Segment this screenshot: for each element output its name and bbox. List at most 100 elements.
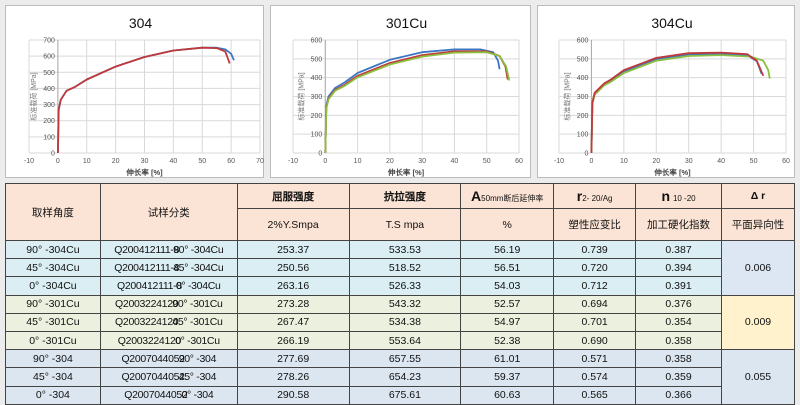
cell-angle: 45° -304: [5, 367, 101, 387]
cell-n: 0.366: [635, 385, 722, 405]
table-row: 90° -301Cu Q200322412090° -301Cu 273.28 …: [5, 294, 795, 351]
x-tick-label: 30: [141, 158, 149, 165]
cell-r: 0.690: [553, 330, 637, 351]
cell-tensile: 657.55: [348, 349, 462, 369]
cell-n: 0.394: [635, 258, 722, 278]
cell-dr: 0.006: [721, 240, 795, 296]
sample-angle: 0° -301Cu: [175, 334, 220, 347]
cell-sample: Q200704405290° -304: [99, 349, 238, 369]
cell-n: 0.391: [635, 276, 722, 296]
sample-angle: 0° -304: [181, 389, 214, 402]
y-tick-label: 200: [577, 113, 589, 120]
table-row: 45° -304Cu Q200412111-845° -304Cu 250.56…: [5, 258, 795, 278]
x-tick-label: 40: [717, 158, 725, 165]
chart-svg: 301Cu-10 0 10 20 30 40 50 600100200300400500600…: [288, 15, 523, 177]
sample-id: Q2007044052: [124, 389, 188, 402]
cell-n: 0.376: [635, 294, 722, 314]
table-row: 45° -301Cu Q200322412045° -301Cu 267.47 …: [5, 312, 795, 332]
x-tick-label: 10: [620, 158, 628, 165]
y-axis-label: 标准载荷 [MPa]: [29, 72, 38, 120]
cell-sample: Q200412111-80° -304Cu: [99, 276, 238, 296]
sample-id: Q200412111-8: [116, 279, 182, 292]
table-row: 45° -304 Q200704405245° -304 278.26 654.…: [5, 367, 795, 387]
x-tick-label: 50: [750, 158, 758, 165]
y-tick-label: 300: [577, 94, 589, 101]
table-row: 0° -304Cu Q200412111-80° -304Cu 263.16 5…: [5, 276, 795, 296]
cell-r: 0.739: [553, 239, 637, 260]
sample-id: Q2003224120: [117, 334, 182, 347]
y-tick-label: 600: [577, 38, 589, 45]
el-symbol: A: [471, 188, 482, 204]
cell-dr: 0.009: [721, 294, 795, 351]
y-tick-label: 600: [311, 38, 323, 45]
cell-sample: Q200322412045° -301Cu: [99, 312, 238, 332]
cell-r: 0.720: [553, 258, 637, 278]
header-dr-name: 平面异向性: [721, 208, 795, 241]
chart-304cu-panel: 304Cu -10 0 10 20 30 40 50 60 0 100 200 300 400 500 600…: [537, 5, 795, 178]
y-tick-label: 100: [577, 132, 589, 139]
cell-yield: 278.26: [236, 367, 350, 387]
n-symbol: n: [661, 188, 671, 204]
header-n-name: 加工硬化指数: [635, 208, 722, 241]
x-tick-label: 10: [83, 158, 91, 165]
y-tick-label: 200: [311, 113, 323, 120]
cell-r: 0.712: [553, 276, 637, 296]
header-r: r2- 20/Ag: [553, 183, 637, 209]
y-axis-label: 标准载荷 [MPa]: [296, 72, 305, 120]
x-tick-label: 50: [198, 158, 206, 165]
x-tick-label: 0: [56, 158, 60, 165]
cell-yield: 266.19: [236, 330, 350, 351]
header-yield-unit: 2%Y.Smpa: [236, 208, 350, 241]
x-tick-label: 20: [652, 158, 660, 165]
chart-304-panel: 304 -10 0 10 20 30 40 50 60 70 0 100 200 300 400 500 600…: [5, 5, 264, 178]
y-tick-label: 100: [43, 134, 55, 141]
cell-sample: Q200322412090° -301Cu: [99, 294, 238, 314]
sample-angle: 45° -304Cu: [173, 261, 224, 274]
y-tick-label: 0: [585, 151, 589, 158]
chart-svg: 304-10 0 10 20 30 40 50 60 700100200300400500600…: [24, 15, 264, 177]
header-dr: Δ r: [721, 183, 795, 209]
cell-yield: 277.69: [236, 349, 350, 369]
cell-n: 0.387: [635, 239, 722, 260]
sample-angle: 90° -301Cu: [172, 298, 223, 311]
cell-angle: 90° -304Cu: [5, 239, 101, 260]
chart-title: 301Cu: [386, 15, 427, 31]
cell-angle: 45° -304Cu: [5, 258, 101, 278]
header-tensile-unit: T.S mpa: [348, 208, 462, 241]
header-r-name: 塑性应变比: [553, 208, 637, 241]
series-line: [324, 50, 509, 154]
chart-title: 304Cu: [651, 15, 692, 31]
series-line: [590, 54, 771, 154]
table-row: 0° -304 Q20070440520° -304 290.58 675.61…: [5, 385, 795, 405]
x-tick-label: 10: [354, 158, 362, 165]
cell-r: 0.701: [553, 312, 637, 332]
y-tick-label: 100: [311, 132, 323, 139]
table-row: 90° -304Cu Q200412111-890° -304Cu 253.37…: [5, 239, 795, 296]
x-tick-label: 40: [169, 158, 177, 165]
cell-yield: 273.28: [236, 294, 350, 314]
cell-n: 0.358: [635, 349, 722, 369]
cell-tensile: 533.53: [348, 239, 462, 260]
x-axis-label: 伸长率 [%]: [653, 167, 691, 177]
series-line: [324, 48, 501, 154]
table-row: 90° -304 Q200704405290° -304 277.69 657.…: [5, 349, 795, 405]
cell-elongation: 52.38: [460, 330, 555, 351]
x-tick-label: 20: [386, 158, 394, 165]
header-n: n 10 -20: [635, 183, 722, 209]
y-tick-label: 400: [43, 86, 55, 93]
r-subscript: 2- 20/Ag: [582, 194, 613, 203]
cell-n: 0.359: [635, 367, 722, 387]
cell-angle: 90° -301Cu: [5, 294, 101, 314]
sample-id: Q200412111-8: [114, 243, 180, 256]
header-yield: 屈服强度: [236, 183, 350, 209]
sample-angle: 0° -304Cu: [175, 279, 221, 292]
cell-sample: Q20032241200° -301Cu: [99, 330, 238, 351]
cell-elongation: 56.51: [460, 258, 555, 278]
r-symbol: r: [576, 188, 583, 204]
x-tick-label: 60: [227, 158, 235, 165]
x-axis-label: 伸长率 [%]: [125, 167, 163, 177]
cell-tensile: 654.23: [348, 367, 462, 387]
cell-angle: 0° -304: [5, 385, 101, 405]
y-axis-label: 标准载荷 [MPa]: [562, 72, 571, 120]
y-tick-label: 0: [318, 151, 322, 158]
